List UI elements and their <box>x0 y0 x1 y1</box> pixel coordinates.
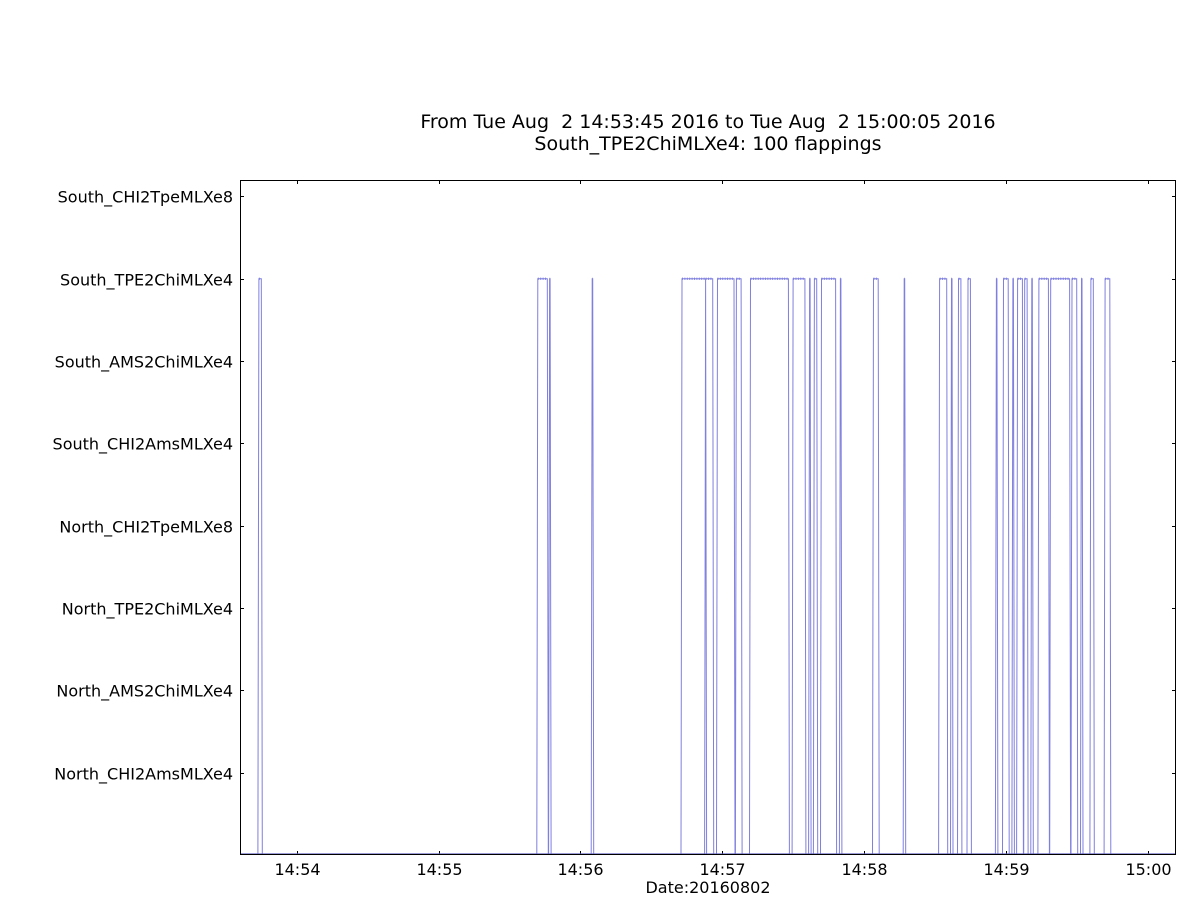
y-tick-label: North_TPE2ChiMLXe4 <box>62 600 233 620</box>
x-tick-label: 14:57 <box>699 860 745 879</box>
x-tick-label: 14:55 <box>416 860 462 879</box>
x-tick-label: 14:54 <box>274 860 320 879</box>
y-tick-label: South_AMS2ChiMLXe4 <box>55 353 233 373</box>
x-tick-label: 14:56 <box>557 860 603 879</box>
x-tick-label: 14:59 <box>983 860 1029 879</box>
chart-subtitle: South_TPE2ChiMLXe4: 100 flappings <box>534 133 881 155</box>
y-tick-label: North_CHI2TpeMLXe8 <box>59 518 233 538</box>
plot-area <box>240 180 1176 855</box>
x-tick-label: 15:00 <box>1125 860 1171 879</box>
y-tick-label: South_TPE2ChiMLXe4 <box>60 271 233 291</box>
y-tick-label: South_CHI2AmsMLXe4 <box>53 435 233 455</box>
x-axis-label: Date:20160802 <box>645 878 770 897</box>
y-axis-tick-labels: North_CHI2AmsMLXe4 North_AMS2ChiMLXe4 Nort… <box>53 188 233 785</box>
y-tick-label: South_CHI2TpeMLXe8 <box>58 188 233 208</box>
x-tick-label: 14:58 <box>841 860 887 879</box>
chart-title: From Tue Aug 2 14:53:45 2016 to Tue Aug … <box>420 111 995 133</box>
x-axis-tick-labels: 14:54 14:55 14:56 14:57 14:58 14:59 15:00 <box>274 860 1171 879</box>
y-tick-label: North_AMS2ChiMLXe4 <box>56 682 233 702</box>
plot-frame <box>240 180 1176 855</box>
y-tick-label: North_CHI2AmsMLXe4 <box>54 765 233 785</box>
